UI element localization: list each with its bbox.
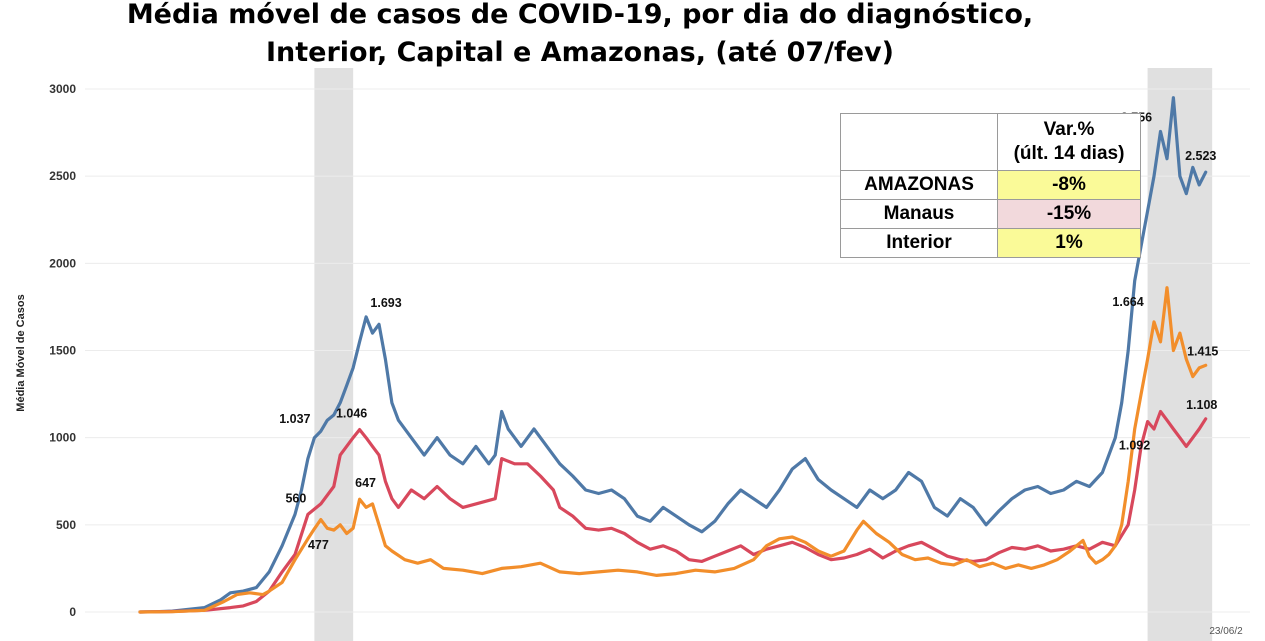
row-value-interior: 1% [997, 228, 1141, 258]
data-label: 2.523 [1185, 149, 1216, 163]
row-label-manaus: Manaus [840, 199, 998, 229]
series-line-2 [138, 286, 1208, 614]
table-row: Interior 1% [840, 228, 1141, 258]
y-tick-label: 0 [69, 605, 76, 619]
data-label: 647 [355, 476, 376, 490]
shaded-period-0 [314, 68, 354, 641]
variation-table: Var.% (últ. 14 dias) AMAZONAS -8% Manaus… [840, 113, 1141, 258]
table-header-line2: (últ. 14 dias) [1013, 143, 1125, 164]
data-label: 1.108 [1186, 398, 1217, 412]
table-row: Manaus -15% [840, 199, 1141, 229]
y-tick-label: 3000 [49, 82, 76, 96]
series-line-0 [138, 96, 1208, 614]
data-label: 1.092 [1119, 439, 1150, 453]
data-label: 1.037 [279, 412, 310, 426]
y-tick-label: 2500 [49, 169, 76, 183]
chart-title-line1: Média móvel de casos de COVID-19, por di… [126, 0, 1034, 30]
data-label: 1.693 [370, 296, 401, 310]
y-tick-label: 2000 [49, 256, 76, 270]
table-corner-cell [840, 113, 998, 171]
y-tick-label: 1500 [49, 344, 76, 358]
row-value-manaus: -15% [997, 199, 1141, 229]
y-tick-label: 1000 [49, 431, 76, 445]
table-header: Var.% (últ. 14 dias) [997, 113, 1141, 171]
y-tick-label: 500 [56, 518, 76, 532]
chart-title-line2: Interior, Capital e Amazonas, (até 07/fe… [265, 37, 894, 68]
series-line-1 [138, 409, 1208, 614]
bottom-date-label: 23/06/2 [1209, 626, 1243, 637]
data-label: 1.046 [336, 407, 367, 421]
table-row: AMAZONAS -8% [840, 170, 1141, 200]
data-label: 477 [308, 538, 329, 552]
row-value-amazonas: -8% [997, 170, 1141, 200]
y-axis-label: Média Móvel de Casos [15, 294, 27, 411]
row-label-amazonas: AMAZONAS [840, 170, 998, 200]
data-label: 560 [285, 491, 306, 505]
table-header-line1: Var.% [1043, 119, 1095, 140]
data-label: 1.664 [1112, 295, 1143, 309]
data-label: 1.415 [1187, 344, 1218, 358]
row-label-interior: Interior [840, 228, 998, 258]
